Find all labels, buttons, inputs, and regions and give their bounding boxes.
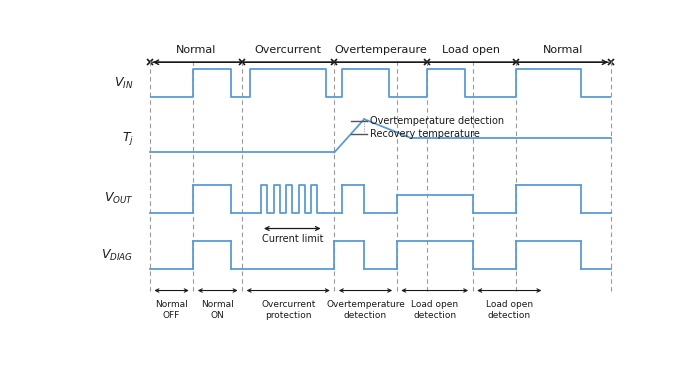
Text: Recovery temperature: Recovery temperature <box>370 130 480 139</box>
Text: Normal
ON: Normal ON <box>202 300 234 321</box>
Text: Overtemperature detection: Overtemperature detection <box>370 116 504 126</box>
Text: Overcurrent
protection: Overcurrent protection <box>261 300 316 321</box>
Text: Normal: Normal <box>543 45 584 55</box>
Text: Load open: Load open <box>442 45 500 55</box>
Text: Normal: Normal <box>176 45 216 55</box>
Text: $V_{IN}$: $V_{IN}$ <box>114 76 134 91</box>
Text: Current limit: Current limit <box>262 234 323 244</box>
Text: $V_{DIAG}$: $V_{DIAG}$ <box>102 248 134 263</box>
Text: Load open
detection: Load open detection <box>411 300 458 321</box>
Text: Overtemperaure: Overtemperaure <box>334 45 427 55</box>
Text: Overcurrent: Overcurrent <box>255 45 322 55</box>
Text: Load open
detection: Load open detection <box>486 300 533 321</box>
Text: Normal
OFF: Normal OFF <box>155 300 188 321</box>
Text: $V_{OUT}$: $V_{OUT}$ <box>104 191 134 206</box>
Text: Overtemperature
detection: Overtemperature detection <box>326 300 405 321</box>
Text: $T_j$: $T_j$ <box>122 130 134 147</box>
